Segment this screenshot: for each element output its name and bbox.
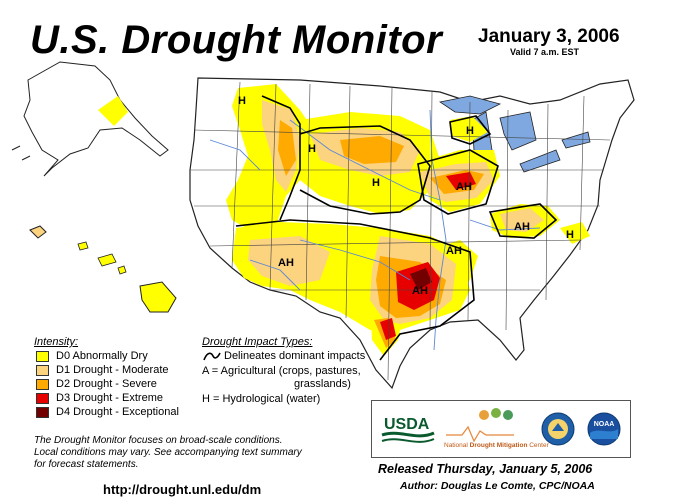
noaa-logo: NOAA bbox=[587, 412, 621, 446]
valid-time: Valid 7 a.m. EST bbox=[510, 47, 580, 57]
impact-line-icon bbox=[203, 352, 221, 361]
d1-swatch bbox=[36, 364, 49, 376]
map-label: H bbox=[308, 143, 316, 155]
map-label: AH bbox=[456, 181, 472, 193]
svg-text:NOAA: NOAA bbox=[594, 421, 615, 428]
intensity-heading: Intensity: bbox=[34, 336, 79, 348]
release-date: Released Thursday, January 5, 2006 bbox=[378, 462, 593, 476]
author: Author: Douglas Le Comte, CPC/NOAA bbox=[400, 480, 595, 492]
usda-logo: USDA bbox=[381, 416, 435, 443]
impact-heading: Drought Impact Types: bbox=[202, 336, 313, 348]
note-line: Local conditions may vary. See accompany… bbox=[34, 447, 302, 458]
d3-swatch bbox=[36, 392, 49, 404]
alaska-map bbox=[11, 61, 169, 177]
commerce-seal bbox=[541, 412, 575, 446]
map-label: H bbox=[566, 229, 574, 241]
logo-box: USDA National Drought Mitigation Center … bbox=[371, 400, 631, 458]
map-label: AH bbox=[412, 285, 428, 297]
legend-item-d1: D1 Drought - Moderate bbox=[36, 364, 169, 376]
map-label: H bbox=[238, 95, 246, 107]
ndmc-logo: National Drought Mitigation Center bbox=[444, 408, 550, 449]
svg-text:National Drought Mitigation Ce: National Drought Mitigation Center bbox=[444, 442, 550, 449]
impact-agricultural-cont: grasslands) bbox=[294, 378, 351, 390]
map-label: H bbox=[372, 177, 380, 189]
impact-hydrological: H = Hydrological (water) bbox=[202, 393, 321, 405]
d4-swatch bbox=[36, 406, 49, 418]
legend-item-d4: D4 Drought - Exceptional bbox=[36, 406, 179, 418]
note-line: for forecast statements. bbox=[34, 459, 139, 470]
svg-text:USDA: USDA bbox=[384, 416, 430, 433]
legend-item-d3: D3 Drought - Extreme bbox=[36, 392, 163, 404]
disclaimer-note: The Drought Monitor focuses on broad-sca… bbox=[34, 435, 364, 471]
map-label: H bbox=[466, 125, 474, 137]
logos: USDA National Drought Mitigation Center … bbox=[381, 408, 621, 449]
page-title: U.S. Drought Monitor bbox=[30, 18, 443, 62]
map-label: AH bbox=[514, 221, 530, 233]
hawaii-map bbox=[29, 225, 177, 313]
legend-item-d2: D2 Drought - Severe bbox=[36, 378, 157, 390]
map-date: January 3, 2006 bbox=[478, 26, 620, 47]
note-line: The Drought Monitor focuses on broad-sca… bbox=[34, 435, 283, 446]
map-label: AH bbox=[446, 245, 462, 257]
map-label: AH bbox=[278, 257, 294, 269]
conus-map: H H H H AH AH AH AH AH H bbox=[189, 77, 635, 390]
legend-item-d0: D0 Abnormally Dry bbox=[36, 350, 148, 362]
impact-line-text: Delineates dominant impacts bbox=[224, 350, 366, 362]
d2-swatch bbox=[36, 378, 49, 390]
website-url[interactable]: http://drought.unl.edu/dm bbox=[103, 482, 262, 497]
d0-swatch bbox=[36, 350, 49, 362]
impact-agricultural: A = Agricultural (crops, pastures, bbox=[202, 365, 361, 377]
